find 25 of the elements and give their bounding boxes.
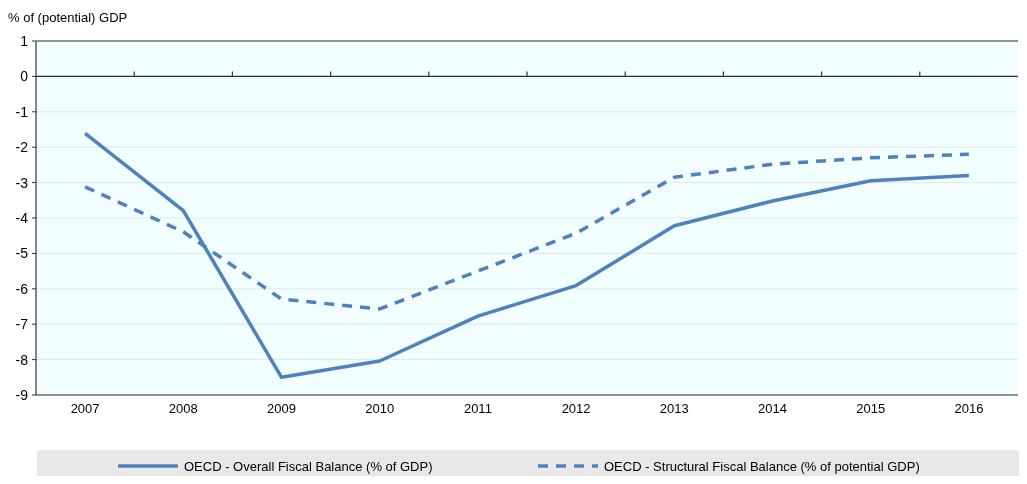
x-tick-label: 2009 bbox=[267, 401, 296, 416]
y-tick-label: 0 bbox=[20, 68, 29, 85]
y-tick-label: -1 bbox=[15, 103, 29, 120]
x-tick-label: 2012 bbox=[561, 401, 591, 416]
x-tick-label: 2013 bbox=[659, 401, 689, 416]
x-tick-label: 2015 bbox=[856, 401, 886, 416]
line-series bbox=[83, 131, 971, 380]
y-tick-label: -7 bbox=[15, 316, 29, 333]
x-tick-label: 2014 bbox=[758, 401, 787, 416]
y-tick-label: -4 bbox=[15, 209, 29, 226]
y-tick-label: -5 bbox=[15, 245, 29, 262]
y-tick-label: -3 bbox=[15, 174, 29, 191]
x-tick-label: 2007 bbox=[70, 401, 100, 416]
x-tick-label: 2011 bbox=[463, 401, 492, 416]
x-tick-label: 2010 bbox=[365, 401, 395, 416]
y-tick-label: -6 bbox=[15, 280, 29, 297]
y-axis-title: % of (potential) GDP bbox=[8, 10, 128, 25]
legend-label: OECD - Structural Fiscal Balance (% of potential GDP) bbox=[604, 458, 920, 474]
legend-label: OECD - Overall Fiscal Balance (% of GDP) bbox=[184, 458, 433, 474]
y-tick-label: -2 bbox=[15, 139, 29, 156]
y-tick-label: -8 bbox=[15, 351, 29, 368]
x-tick-label: 2016 bbox=[954, 401, 984, 416]
x-tick-label: 2008 bbox=[168, 401, 198, 416]
y-tick-label: 1 bbox=[20, 32, 29, 49]
y-tick-label: -9 bbox=[15, 386, 29, 403]
